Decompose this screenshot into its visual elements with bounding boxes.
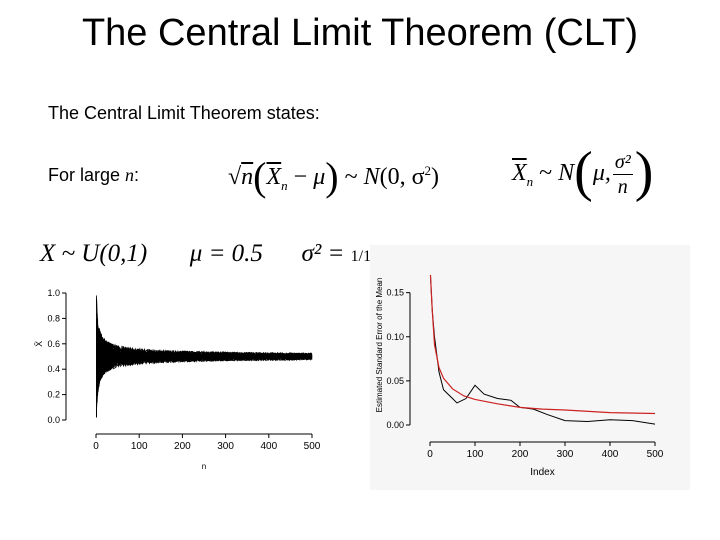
tilde: ~ — [338, 164, 364, 190]
xbar-sub: n — [281, 177, 288, 193]
running-mean-series — [96, 298, 313, 382]
uniform-definition: X ~ U(0,1) μ = 0.5 σ² = 1/12 — [40, 240, 379, 268]
large-n-var: n — [125, 165, 135, 185]
x-tick-label: 0 — [427, 449, 433, 460]
normal-N: N — [363, 164, 380, 190]
y-tick-label: 0.8 — [47, 313, 60, 323]
xbar2-sub: n — [526, 173, 534, 189]
sigma-value: σ² = — [301, 240, 351, 267]
uniform-lhs: X ~ U(0,1) — [40, 240, 148, 267]
large-n-prefix: For large — [48, 165, 126, 185]
x-tick-label: 200 — [512, 449, 529, 460]
fraction-numerator: σ² — [612, 150, 633, 175]
running-mean-series — [96, 320, 313, 381]
y-tick-label: 0.4 — [47, 364, 60, 374]
variance-fraction: σ² n — [612, 150, 633, 199]
x-tick-label: 400 — [260, 441, 277, 452]
running-mean-series — [96, 335, 313, 407]
running-mean-series — [96, 329, 313, 412]
large-n-text: For large n: — [48, 165, 139, 186]
x-tick-label: 100 — [467, 449, 484, 460]
y-tick-label: 0.05 — [386, 376, 404, 386]
large-n-suffix: : — [134, 165, 140, 185]
normal-args: (0, σ — [379, 164, 425, 190]
sigma-sup: 2 — [424, 163, 432, 178]
running-mean-series — [96, 333, 313, 418]
running-mean-chart: 0.0 0.2 0.4 0.6 0.8 1.0 0 100 200 300 400 500 n X̄ — [34, 288, 321, 471]
y-tick-label: 0.15 — [386, 288, 404, 298]
y-tick-label: 0.10 — [386, 332, 404, 342]
standard-error-plot: 0.00 0.05 0.10 0.15 0 100 200 300 400 500 Index Est… — [375, 274, 664, 478]
minus: − — [287, 164, 314, 190]
running-mean-series — [96, 314, 313, 374]
running-mean-plot: 0.0 0.2 0.4 0.6 0.8 1.0 0 100 200 300 400 500 n X̄ — [34, 288, 321, 471]
normal-N2: N — [558, 160, 575, 186]
theoretical-se-line — [429, 274, 656, 415]
sqrt-symbol: √ — [228, 164, 242, 190]
x-axis-label: Index — [530, 467, 554, 478]
slide-title: The Central Limit Theorem (CLT) — [81, 12, 639, 54]
xbar-distribution-equation: Xn ~ N(μ, σ² n) — [512, 141, 654, 203]
x-tick-label: 500 — [647, 449, 664, 460]
clt-equation: √n(Xn − μ) ~ N(0, σ2) — [228, 154, 440, 199]
chart-background — [370, 245, 690, 490]
running-mean-series — [96, 333, 313, 403]
running-mean-series — [96, 313, 313, 379]
sqrt-n: n — [241, 164, 254, 190]
mu2: μ, — [592, 160, 611, 186]
mu-value: μ = 0.5 — [189, 240, 263, 267]
x-tick-label: 300 — [557, 449, 574, 460]
x-tick-label: 300 — [217, 441, 234, 452]
x-tick-label: 500 — [304, 441, 321, 452]
y-tick-label: 0.00 — [386, 420, 404, 430]
y-tick-label: 0.0 — [47, 415, 60, 425]
intro-text: The Central Limit Theorem states: — [48, 103, 320, 123]
x-tick-label: 400 — [602, 449, 619, 460]
x-axis-label: n — [202, 462, 206, 471]
xbar: X — [266, 164, 282, 190]
y-axis-label: X̄ — [34, 341, 44, 347]
y-tick-label: 0.6 — [47, 339, 60, 349]
fraction-denominator: n — [617, 175, 628, 198]
x-tick-label: 0 — [93, 441, 99, 452]
y-tick-label: 1.0 — [47, 288, 60, 298]
xbar2: X — [512, 160, 527, 186]
standard-error-chart: 0.00 0.05 0.10 0.15 0 100 200 300 400 500 Index Est… — [370, 245, 690, 490]
y-axis-label: Estimated Standard Error of the Mean — [375, 278, 384, 413]
running-mean-series — [96, 300, 313, 380]
x-tick-label: 100 — [131, 441, 148, 452]
x-tick-label: 200 — [174, 441, 191, 452]
close-paren: ) — [431, 164, 440, 190]
tilde2: ~ — [533, 160, 559, 186]
y-tick-label: 0.2 — [47, 390, 60, 400]
mu: μ — [313, 164, 326, 190]
